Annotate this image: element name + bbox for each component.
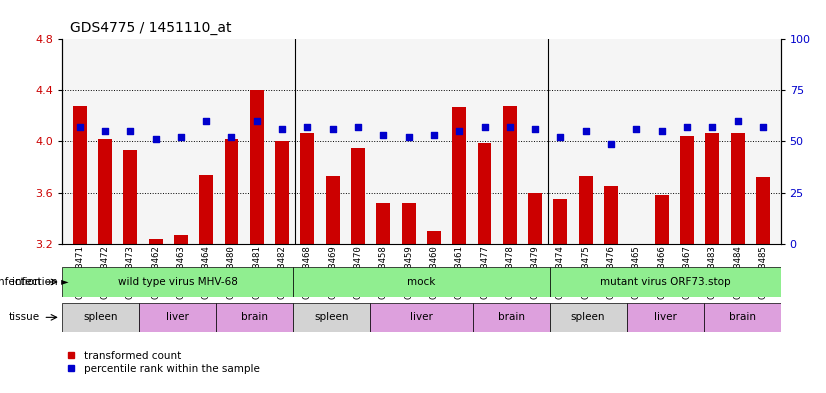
Point [124, 128, 137, 134]
Bar [472, 303, 549, 332]
Point [529, 126, 542, 132]
Text: mutant virus ORF73.stop: mutant virus ORF73.stop [600, 277, 730, 287]
Bar [370, 303, 472, 332]
Point [73, 124, 86, 130]
Bar [401, 203, 415, 244]
Text: brain: brain [241, 312, 268, 322]
Point [149, 136, 162, 143]
Point [681, 124, 694, 130]
Bar [756, 177, 770, 244]
Text: infection: infection [12, 277, 58, 287]
Text: liver: liver [653, 312, 676, 322]
Bar [477, 143, 491, 244]
Text: spleen: spleen [83, 312, 117, 322]
Text: infection: infection [0, 277, 40, 287]
Point [301, 124, 314, 130]
Bar [680, 136, 694, 244]
Bar [62, 303, 139, 332]
Text: GDS4775 / 1451110_at: GDS4775 / 1451110_at [70, 21, 232, 35]
Point [326, 126, 339, 132]
Bar [293, 303, 370, 332]
Bar [123, 151, 137, 244]
Point [250, 118, 263, 124]
Text: brain: brain [729, 312, 756, 322]
Point [453, 128, 466, 134]
Bar [225, 139, 239, 244]
Bar [427, 231, 441, 244]
Point [655, 128, 668, 134]
Point [503, 124, 516, 130]
Point [427, 132, 440, 138]
Point [731, 118, 744, 124]
Point [402, 134, 415, 141]
Bar [453, 107, 466, 244]
Text: mock: mock [407, 277, 435, 287]
Point [200, 118, 213, 124]
Bar [579, 176, 593, 244]
Text: liver: liver [410, 312, 433, 322]
Point [351, 124, 364, 130]
Text: liver: liver [166, 312, 189, 322]
Point [553, 134, 567, 141]
Point [705, 124, 719, 130]
Text: spleen: spleen [571, 312, 605, 322]
Bar [275, 141, 289, 244]
Bar [139, 303, 216, 332]
Bar [705, 132, 719, 244]
Bar [149, 239, 163, 244]
Point [174, 134, 188, 141]
Point [579, 128, 592, 134]
Bar [377, 203, 390, 244]
Bar [604, 186, 618, 244]
Bar [301, 132, 315, 244]
Bar [293, 267, 549, 297]
Point [629, 126, 643, 132]
Text: wild type virus MHV-68: wild type virus MHV-68 [117, 277, 237, 287]
Point [225, 134, 238, 141]
Point [276, 126, 289, 132]
Text: spleen: spleen [314, 312, 349, 322]
Bar [730, 132, 744, 244]
Text: brain: brain [497, 312, 525, 322]
Point [98, 128, 112, 134]
Bar [199, 174, 213, 244]
Bar [655, 195, 668, 244]
Bar [549, 303, 627, 332]
Point [478, 124, 491, 130]
Bar [174, 235, 188, 244]
Text: tissue: tissue [9, 312, 40, 322]
Bar [528, 193, 542, 244]
Bar [73, 106, 87, 244]
Bar [62, 267, 293, 297]
Bar [704, 303, 781, 332]
Point [605, 140, 618, 147]
Bar [249, 90, 263, 244]
Bar [216, 303, 293, 332]
Bar [549, 267, 781, 297]
Point [757, 124, 770, 130]
Text: ►: ► [58, 277, 69, 287]
Bar [627, 303, 704, 332]
Bar [98, 139, 112, 244]
Point [377, 132, 390, 138]
Bar [553, 199, 567, 244]
Legend: transformed count, percentile rank within the sample: transformed count, percentile rank withi… [67, 351, 259, 374]
Bar [503, 106, 517, 244]
Bar [351, 148, 365, 244]
Bar [325, 176, 339, 244]
